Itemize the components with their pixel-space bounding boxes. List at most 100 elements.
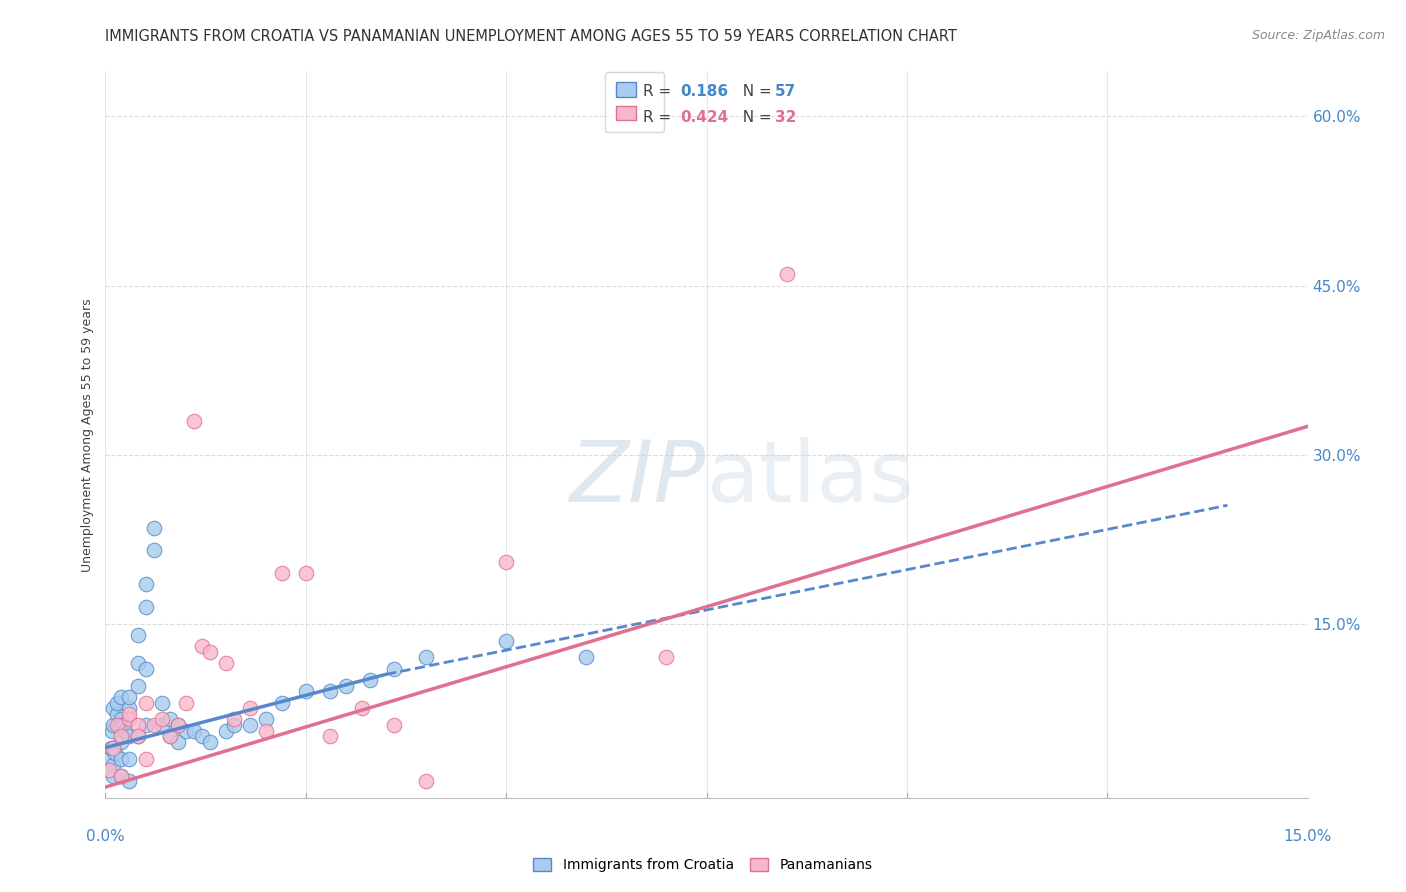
Point	[127, 679, 149, 693]
Point	[103, 701, 125, 715]
Point	[159, 730, 181, 744]
Point	[118, 730, 141, 744]
Point	[118, 701, 141, 715]
Text: 57: 57	[775, 85, 796, 99]
Point	[127, 656, 149, 670]
Point	[159, 713, 181, 727]
Point	[142, 543, 165, 558]
Text: R =: R =	[643, 111, 676, 125]
Text: IMMIGRANTS FROM CROATIA VS PANAMANIAN UNEMPLOYMENT AMONG AGES 55 TO 59 YEARS COR: IMMIGRANTS FROM CROATIA VS PANAMANIAN UN…	[105, 29, 957, 44]
Point	[174, 723, 197, 738]
Point	[166, 718, 188, 732]
Point	[254, 723, 277, 738]
Point	[655, 650, 678, 665]
Point	[183, 723, 205, 738]
Point	[350, 701, 373, 715]
Point	[222, 718, 245, 732]
Point	[382, 662, 405, 676]
Point	[495, 633, 517, 648]
Point	[335, 679, 357, 693]
Point	[118, 706, 141, 721]
Point	[107, 706, 129, 721]
Point	[101, 723, 124, 738]
Point	[107, 696, 129, 710]
Point	[415, 774, 437, 789]
Text: 32: 32	[775, 111, 796, 125]
Text: N =: N =	[733, 111, 776, 125]
Point	[107, 718, 129, 732]
Point	[239, 718, 262, 732]
Point	[190, 639, 212, 653]
Point	[135, 752, 157, 766]
Text: atlas: atlas	[707, 437, 914, 520]
Point	[319, 730, 342, 744]
Point	[150, 718, 173, 732]
Point	[118, 690, 141, 704]
Point	[103, 757, 125, 772]
Text: R =: R =	[643, 85, 676, 99]
Point	[110, 769, 132, 783]
Point	[135, 696, 157, 710]
Point	[174, 696, 197, 710]
Point	[295, 684, 318, 698]
Point	[295, 566, 318, 580]
Point	[254, 713, 277, 727]
Point	[142, 521, 165, 535]
Point	[166, 718, 188, 732]
Point	[166, 735, 188, 749]
Point	[114, 723, 136, 738]
Point	[222, 713, 245, 727]
Point	[183, 414, 205, 428]
Point	[110, 735, 132, 749]
Point	[382, 718, 405, 732]
Point	[110, 713, 132, 727]
Legend:  ,  : ,	[605, 71, 664, 132]
Point	[100, 740, 122, 755]
Point	[98, 752, 121, 766]
Text: N =: N =	[733, 85, 776, 99]
Point	[135, 577, 157, 591]
Point	[135, 718, 157, 732]
Point	[127, 718, 149, 732]
Point	[110, 690, 132, 704]
Point	[214, 723, 236, 738]
Point	[776, 267, 799, 281]
Point	[118, 774, 141, 789]
Point	[127, 730, 149, 744]
Point	[190, 730, 212, 744]
Point	[142, 718, 165, 732]
Point	[415, 650, 437, 665]
Legend: Immigrants from Croatia, Panamanians: Immigrants from Croatia, Panamanians	[527, 853, 879, 878]
Point	[198, 735, 221, 749]
Point	[239, 701, 262, 715]
Point	[150, 696, 173, 710]
Point	[127, 730, 149, 744]
Point	[159, 730, 181, 744]
Y-axis label: Unemployment Among Ages 55 to 59 years: Unemployment Among Ages 55 to 59 years	[82, 298, 94, 572]
Text: 15.0%: 15.0%	[1284, 829, 1331, 844]
Point	[110, 752, 132, 766]
Point	[108, 718, 131, 732]
Point	[118, 752, 141, 766]
Point	[495, 555, 517, 569]
Text: Source: ZipAtlas.com: Source: ZipAtlas.com	[1251, 29, 1385, 42]
Point	[135, 599, 157, 614]
Text: ZIP: ZIP	[571, 437, 707, 520]
Point	[103, 718, 125, 732]
Point	[135, 662, 157, 676]
Point	[104, 746, 127, 760]
Point	[103, 769, 125, 783]
Text: 0.424: 0.424	[681, 111, 728, 125]
Point	[103, 740, 125, 755]
Text: 0.0%: 0.0%	[86, 829, 125, 844]
Point	[214, 656, 236, 670]
Point	[110, 730, 132, 744]
Point	[103, 740, 125, 755]
Point	[150, 713, 173, 727]
Point	[359, 673, 381, 687]
Point	[127, 628, 149, 642]
Text: 0.186: 0.186	[681, 85, 728, 99]
Point	[110, 769, 132, 783]
Point	[270, 696, 292, 710]
Point	[270, 566, 292, 580]
